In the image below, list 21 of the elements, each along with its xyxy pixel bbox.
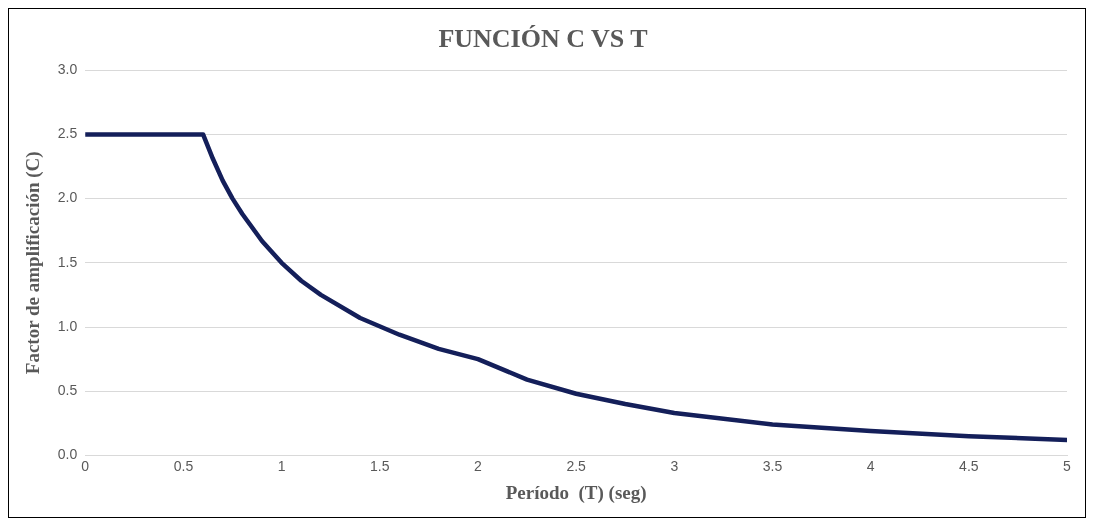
y-tick-label: 2.0 bbox=[57, 189, 78, 206]
x-tick-label: 2 bbox=[474, 457, 483, 474]
x-axis-title: Período (T) (seg) bbox=[505, 481, 647, 504]
x-tick-label: 2.5 bbox=[566, 457, 587, 474]
x-tick-label: 0 bbox=[81, 457, 90, 474]
x-tick-label: 1 bbox=[277, 457, 286, 474]
x-tick-label: 4.5 bbox=[959, 457, 979, 474]
y-tick-label: 3.0 bbox=[57, 61, 78, 78]
x-tick-label: 1.5 bbox=[370, 457, 390, 474]
x-tick-label: 4 bbox=[866, 457, 875, 474]
y-tick-label: 1.5 bbox=[57, 253, 78, 270]
x-tick-label: 3.5 bbox=[762, 457, 783, 474]
y-tick-label: 0.0 bbox=[57, 446, 78, 463]
x-tick-label: 3 bbox=[670, 457, 679, 474]
chart-title: FUNCIÓN C VS T bbox=[438, 24, 648, 54]
y-tick-label: 1.0 bbox=[57, 317, 78, 334]
y-axis-title: Factor de amplificación (C) bbox=[22, 151, 45, 375]
x-tick-label: 0.5 bbox=[173, 457, 194, 474]
y-tick-label: 0.5 bbox=[57, 382, 78, 399]
y-tick-label: 2.5 bbox=[57, 125, 78, 142]
x-tick-label: 5 bbox=[1063, 457, 1072, 474]
